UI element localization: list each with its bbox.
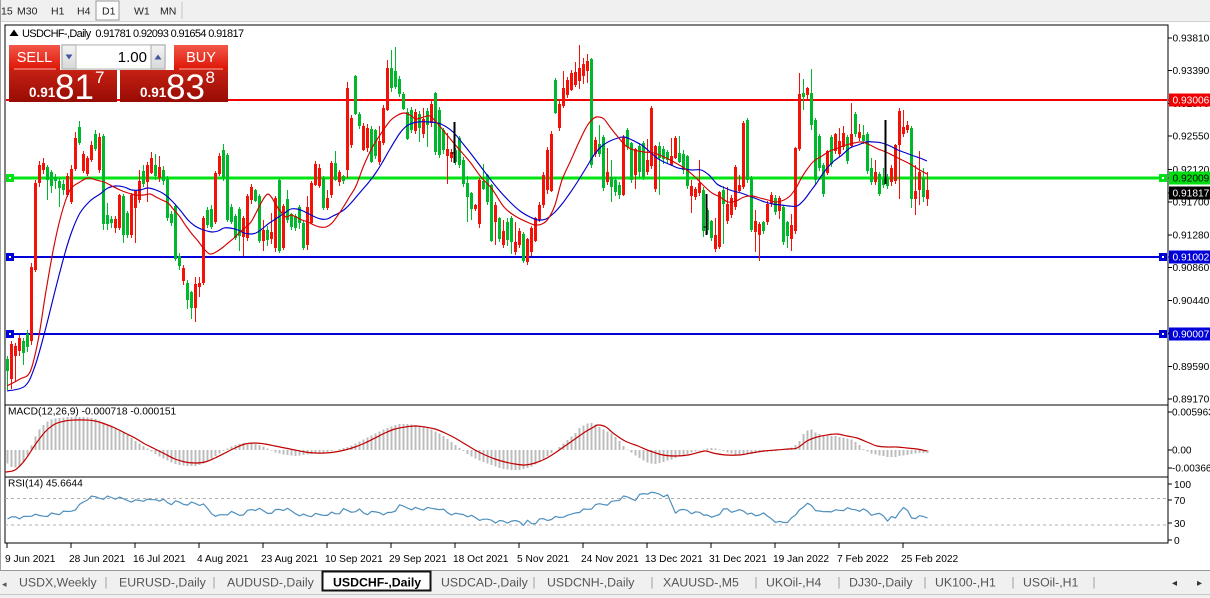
svg-text:8: 8 xyxy=(206,68,215,87)
svg-text:31 Dec 2021: 31 Dec 2021 xyxy=(709,554,767,565)
svg-text:0.91: 0.91 xyxy=(29,85,56,100)
svg-text:|: | xyxy=(838,577,841,589)
svg-text:70: 70 xyxy=(1174,496,1186,507)
svg-text:0.91002: 0.91002 xyxy=(1173,253,1210,264)
svg-text:USDX,Weekly: USDX,Weekly xyxy=(19,576,98,590)
svg-text:0.93810: 0.93810 xyxy=(1173,33,1210,44)
svg-text:1.00: 1.00 xyxy=(118,49,147,66)
svg-text:-0.003664: -0.003664 xyxy=(1172,464,1210,475)
svg-text:H1: H1 xyxy=(51,6,65,18)
svg-text:83: 83 xyxy=(166,68,205,107)
svg-text:H4: H4 xyxy=(77,6,91,18)
svg-text:USDCNH-,Daily: USDCNH-,Daily xyxy=(547,576,635,590)
svg-text:USDCAD-,Daily: USDCAD-,Daily xyxy=(441,576,529,590)
svg-text:|: | xyxy=(755,577,758,589)
svg-text:4 Aug 2021: 4 Aug 2021 xyxy=(197,554,249,565)
svg-text:M30: M30 xyxy=(17,6,38,18)
svg-text:0.90007: 0.90007 xyxy=(1173,330,1210,341)
svg-text:5 Nov 2021: 5 Nov 2021 xyxy=(517,554,569,565)
svg-text:|: | xyxy=(651,577,654,589)
svg-text:RSI(14) 45.6644: RSI(14) 45.6644 xyxy=(8,479,83,490)
svg-text:▸: ▸ xyxy=(1197,578,1202,589)
svg-text:0.005963: 0.005963 xyxy=(1172,408,1210,419)
svg-text:0.91700: 0.91700 xyxy=(1173,198,1210,209)
svg-text:0.92550: 0.92550 xyxy=(1173,132,1210,143)
svg-text:UKOil-,H4: UKOil-,H4 xyxy=(766,576,822,590)
svg-text:100: 100 xyxy=(1174,480,1191,491)
svg-text:0.00: 0.00 xyxy=(1172,446,1192,457)
svg-text:13 Dec 2021: 13 Dec 2021 xyxy=(645,554,703,565)
svg-text:7 Feb 2022: 7 Feb 2022 xyxy=(837,554,889,565)
svg-text:◂: ◂ xyxy=(2,579,7,589)
svg-text:0: 0 xyxy=(1174,536,1180,547)
svg-text:0.93390: 0.93390 xyxy=(1173,66,1210,77)
svg-text:24 Nov 2021: 24 Nov 2021 xyxy=(581,554,639,565)
svg-text:7: 7 xyxy=(95,68,104,87)
svg-text:MN: MN xyxy=(160,6,176,18)
svg-text:0.90440: 0.90440 xyxy=(1173,296,1210,307)
svg-text:9 Jun 2021: 9 Jun 2021 xyxy=(5,554,56,565)
svg-text:DJ30-,Daily: DJ30-,Daily xyxy=(849,576,913,590)
svg-text:0.89590: 0.89590 xyxy=(1173,362,1210,373)
svg-text:0.90860: 0.90860 xyxy=(1173,263,1210,274)
svg-text:29 Sep 2021: 29 Sep 2021 xyxy=(389,554,447,565)
svg-text:23 Aug 2021: 23 Aug 2021 xyxy=(261,554,319,565)
svg-text:0.91: 0.91 xyxy=(140,85,167,100)
svg-text:|: | xyxy=(924,577,927,589)
svg-text:USDCHF-,Daily 0.91781 0.92093: USDCHF-,Daily 0.91781 0.92093 0.91654 0.… xyxy=(22,28,244,40)
svg-text:UK100-,H1: UK100-,H1 xyxy=(935,576,996,590)
svg-text:SELL: SELL xyxy=(17,50,52,66)
svg-text:0.91280: 0.91280 xyxy=(1173,230,1210,241)
svg-text:AUDUSD-,Daily: AUDUSD-,Daily xyxy=(227,576,315,590)
svg-text:0.93006: 0.93006 xyxy=(1173,96,1210,107)
svg-text:0.91817: 0.91817 xyxy=(1173,189,1210,200)
svg-text:16 Jul 2021: 16 Jul 2021 xyxy=(133,554,186,565)
svg-text:MACD(12,26,9) -0.000718 -0.000: MACD(12,26,9) -0.000718 -0.000151 xyxy=(8,407,177,418)
svg-text:15: 15 xyxy=(1,6,13,18)
svg-text:|: | xyxy=(213,577,216,589)
svg-text:◂: ◂ xyxy=(1172,578,1177,589)
svg-text:30: 30 xyxy=(1174,519,1186,530)
svg-text:XAUUSD-,M5: XAUUSD-,M5 xyxy=(663,576,739,590)
svg-text:W1: W1 xyxy=(134,6,150,18)
svg-text:BUY: BUY xyxy=(186,50,216,66)
svg-text:10 Sep 2021: 10 Sep 2021 xyxy=(325,554,383,565)
svg-text:|: | xyxy=(1093,577,1096,589)
svg-text:|: | xyxy=(105,577,108,589)
svg-text:18 Oct 2021: 18 Oct 2021 xyxy=(453,554,509,565)
svg-text:25 Feb 2022: 25 Feb 2022 xyxy=(901,554,959,565)
svg-text:|: | xyxy=(533,577,536,589)
svg-text:USOil-,H1: USOil-,H1 xyxy=(1023,576,1079,590)
svg-text:EURUSD-,Daily: EURUSD-,Daily xyxy=(119,576,207,590)
svg-text:USDCHF-,Daily: USDCHF-,Daily xyxy=(333,576,421,590)
svg-text:0.89170: 0.89170 xyxy=(1173,395,1210,406)
svg-text:81: 81 xyxy=(55,68,94,107)
svg-text:19 Jan 2022: 19 Jan 2022 xyxy=(773,554,829,565)
svg-text:28 Jun 2021: 28 Jun 2021 xyxy=(69,554,125,565)
svg-text:0.92009: 0.92009 xyxy=(1173,174,1210,185)
svg-text:|: | xyxy=(1012,577,1015,589)
svg-text:0.92120: 0.92120 xyxy=(1173,165,1210,176)
svg-text:D1: D1 xyxy=(102,6,116,18)
